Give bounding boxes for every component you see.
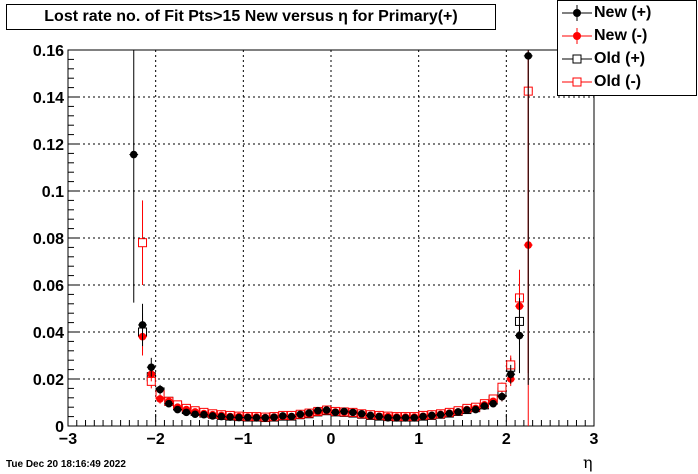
legend-label: New (-): [594, 27, 648, 44]
data-point: [375, 412, 384, 421]
tick-labels: 0 0.02 0.04 0.06 0.08 0.1 0.12 0.14 0.16 −3 −2 −1 0 1…: [33, 43, 599, 448]
chart-title-text: Lost rate no. of Fit Pts>15 New versus η…: [44, 8, 458, 25]
legend-entry-old-plus: Old (+): [558, 48, 696, 70]
x-axis-label: η: [583, 453, 593, 472]
data-point: [296, 410, 305, 419]
data-point: [331, 408, 340, 417]
series-old: [138, 50, 533, 422]
series-new: [138, 57, 533, 426]
x-tick-label: 1: [414, 431, 423, 448]
data-point: [401, 413, 410, 422]
data-point: [182, 408, 191, 417]
legend-label: New (+): [594, 4, 652, 21]
y-tick-label: 0: [55, 419, 64, 436]
y-tick-label: 0.06: [33, 278, 64, 295]
data-point: [226, 413, 234, 421]
x-tick-label: −1: [234, 431, 252, 448]
data-point: [340, 407, 348, 416]
data-point: [156, 385, 164, 394]
series-new: [129, 50, 533, 422]
x-tick-label: −3: [59, 431, 77, 448]
data-point: [129, 150, 138, 159]
data-point: [270, 413, 278, 422]
y-tick-label: 0.08: [33, 231, 64, 248]
data-point: [252, 413, 261, 422]
data-point: [200, 410, 208, 419]
data-point: [314, 406, 322, 415]
data-point: [235, 413, 243, 422]
data-point: [322, 406, 331, 414]
data-point: [419, 412, 427, 421]
data-point: [217, 412, 226, 421]
y-tick-label: 0.02: [33, 372, 64, 389]
data-point: [392, 413, 401, 422]
legend-label: Old (-): [594, 73, 642, 90]
data-point: [489, 399, 497, 408]
legend-entry-new-plus: New (+): [558, 2, 696, 24]
data-point: [497, 382, 507, 392]
filled-circle-marker-icon: [562, 5, 592, 21]
data-point: [471, 405, 480, 414]
data-point: [287, 412, 296, 421]
data-point: [515, 331, 524, 340]
data-point: [384, 413, 392, 422]
data-point: [191, 410, 199, 419]
filled-circle-marker-icon: [562, 28, 592, 44]
data-point: [138, 321, 147, 329]
tick-marks: [67, 49, 595, 427]
data-point: [366, 411, 375, 420]
data-point: [506, 370, 515, 379]
legend-entry-old-minus: Old (-): [558, 71, 696, 93]
legend: New (+) New (-) Old (+) Old (-): [557, 0, 697, 96]
data-point: [428, 411, 436, 420]
x-tick-label: −2: [147, 431, 165, 448]
data-point: [463, 406, 471, 414]
data-point: [165, 399, 173, 408]
timestamp-footer: Tue Dec 20 18:16:49 2022: [6, 459, 126, 470]
data-point: [147, 363, 156, 372]
open-square-marker-icon: [562, 54, 592, 64]
data-series: [129, 50, 533, 426]
y-tick-label: 0.04: [33, 325, 64, 342]
data-point: [156, 395, 164, 403]
data-point: [498, 392, 506, 401]
y-tick-label: 0.16: [33, 43, 64, 60]
chart-title: Lost rate no. of Fit Pts>15 New versus η…: [6, 4, 496, 30]
open-square-marker-icon: [562, 77, 592, 87]
x-tick-label: 2: [502, 431, 511, 448]
data-point: [445, 409, 454, 418]
data-point: [278, 412, 287, 420]
legend-label: Old (+): [594, 50, 646, 67]
data-point: [410, 413, 419, 422]
legend-entry-new-minus: New (-): [558, 25, 696, 47]
data-point: [480, 402, 489, 410]
y-tick-label: 0.12: [33, 137, 64, 154]
data-point: [261, 413, 270, 422]
data-point: [524, 52, 533, 60]
data-point: [243, 413, 252, 422]
data-point: [357, 409, 366, 418]
data-point: [349, 408, 357, 417]
data-point: [208, 412, 217, 420]
data-point: [173, 405, 182, 414]
x-tick-label: 3: [590, 431, 599, 448]
data-point: [454, 408, 462, 416]
x-tick-label: 0: [327, 431, 336, 448]
y-tick-label: 0.14: [33, 90, 64, 107]
data-point: [305, 409, 313, 417]
y-tick-label: 0.1: [42, 184, 64, 201]
data-point: [138, 238, 148, 248]
data-point: [436, 410, 445, 419]
